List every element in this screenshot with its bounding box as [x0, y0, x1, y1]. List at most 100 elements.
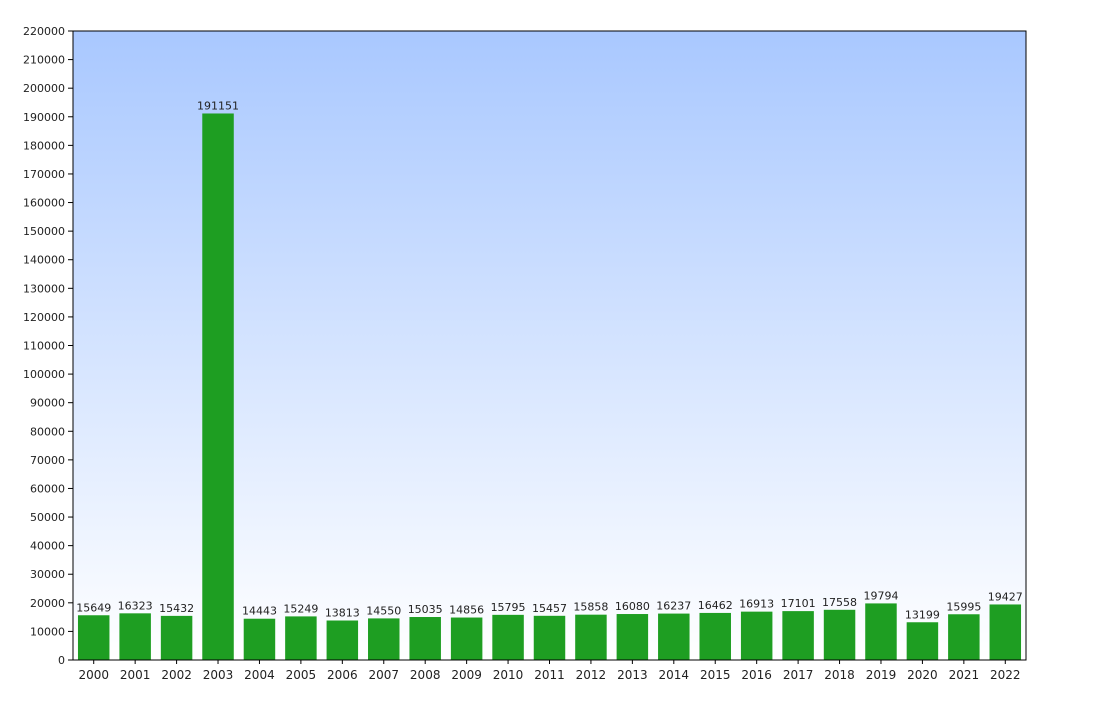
data-label-2005: 15249: [283, 602, 318, 615]
bar-2004: [243, 618, 276, 660]
bar-2017: [782, 611, 814, 660]
x-tick-label: 2017: [783, 668, 814, 682]
y-tick-label: 200000: [23, 82, 65, 95]
bar-2011: [533, 615, 566, 660]
data-label-2003: 191151: [197, 99, 239, 112]
data-label-2009: 14856: [449, 604, 484, 617]
x-tick-label: 2004: [244, 668, 275, 682]
axes-lines: [72, 30, 1027, 661]
x-tick-label: 2006: [327, 668, 358, 682]
data-label-2019: 19794: [863, 589, 898, 602]
y-tick-label: 90000: [30, 397, 65, 410]
data-label-2000: 15649: [76, 601, 111, 614]
bar-2005: [285, 616, 317, 660]
y-tick-label: 130000: [23, 282, 65, 295]
x-tick-label: 2005: [286, 668, 317, 682]
y-tick-label: 70000: [30, 454, 65, 467]
y-tick-label: 170000: [23, 168, 65, 181]
y-tick-label: 210000: [23, 54, 65, 67]
data-label-2011: 15457: [532, 602, 567, 615]
x-tick-label: 2019: [866, 668, 897, 682]
y-tick-label: 120000: [23, 311, 65, 324]
data-label-2020: 13199: [905, 608, 940, 621]
bar-2006: [326, 620, 359, 660]
y-tick-label: 20000: [30, 597, 65, 610]
data-label-2022: 19427: [988, 590, 1023, 603]
plot-frame: [72, 30, 1027, 661]
bar-series: [77, 113, 1022, 661]
data-label-2013: 16080: [615, 600, 650, 613]
data-label-2006: 13813: [325, 607, 360, 620]
data-label-2017: 17101: [781, 597, 816, 610]
data-label-2010: 15795: [491, 601, 526, 614]
x-tick-label: 2011: [534, 668, 565, 682]
bar-2015: [699, 612, 731, 660]
bar-2022: [989, 604, 1022, 660]
data-label-2016: 16913: [739, 598, 774, 611]
bar-2012: [575, 614, 607, 660]
x-tick-label: 2007: [368, 668, 399, 682]
x-tick-label: 2002: [161, 668, 192, 682]
data-label-2012: 15858: [573, 601, 608, 614]
data-label-2021: 15995: [946, 600, 981, 613]
x-tick-label: 2009: [451, 668, 482, 682]
y-tick-label: 150000: [23, 225, 65, 238]
data-label-2008: 15035: [408, 603, 443, 616]
y-tick-label: 80000: [30, 425, 65, 438]
x-tick-label: 2003: [203, 668, 234, 682]
data-label-2015: 16462: [698, 599, 733, 612]
x-tick-label: 2008: [410, 668, 441, 682]
bar-2018: [823, 609, 856, 660]
bar-2010: [492, 614, 524, 660]
x-tick-label: 2012: [576, 668, 607, 682]
x-tick-label: 2021: [949, 668, 980, 682]
y-tick-label: 100000: [23, 368, 65, 381]
x-tick-label: 2001: [120, 668, 151, 682]
y-tick-label: 140000: [23, 254, 65, 267]
bar-2007: [368, 618, 400, 660]
bar-2021: [948, 614, 980, 660]
x-tick-label: 2014: [659, 668, 690, 682]
data-label-2014: 16237: [656, 600, 691, 613]
bar-2016: [740, 611, 773, 660]
y-tick-label: 160000: [23, 197, 65, 210]
data-label-2007: 14550: [366, 604, 401, 617]
y-tick-label: 50000: [30, 511, 65, 524]
y-tick-label: 0: [58, 654, 65, 667]
x-tick-label: 2020: [907, 668, 938, 682]
x-tick-label: 2000: [78, 668, 109, 682]
bar-2019: [865, 603, 897, 660]
y-tick-label: 60000: [30, 482, 65, 495]
bar-2001: [119, 613, 151, 660]
y-tick-label: 220000: [23, 25, 65, 38]
data-label-2018: 17558: [822, 596, 857, 609]
y-tick-label: 30000: [30, 568, 65, 581]
bar-2009: [450, 617, 483, 660]
bar-2002: [160, 615, 193, 660]
bar-2020: [906, 622, 939, 660]
data-label-2001: 16323: [118, 599, 153, 612]
x-tick-label: 2016: [741, 668, 772, 682]
x-tick-label: 2013: [617, 668, 648, 682]
x-axis: 2000 2001 2002 2003 2004 2005 2006 2007 2008 2009…: [78, 660, 1021, 682]
data-label-2002: 15432: [159, 602, 194, 615]
x-tick-label: 2015: [700, 668, 731, 682]
x-tick-label: 2022: [990, 668, 1021, 682]
bar-2000: [77, 615, 110, 660]
data-labels: 15649 16323 15432 191151 14443 15249 13813 1455…: [76, 99, 1023, 621]
bar-2003: [202, 113, 234, 661]
x-tick-label: 2018: [824, 668, 855, 682]
y-tick-label: 110000: [23, 340, 65, 353]
y-axis: 0 10000 20000 30000 40000 50000 60000 70000 8000…: [23, 25, 73, 667]
y-tick-label: 10000: [30, 625, 65, 638]
bar-2014: [658, 613, 690, 660]
y-tick-label: 180000: [23, 139, 65, 152]
x-tick-label: 2010: [493, 668, 524, 682]
data-label-2004: 14443: [242, 605, 277, 618]
y-tick-label: 190000: [23, 111, 65, 124]
bar-2008: [409, 617, 441, 660]
y-tick-label: 40000: [30, 540, 65, 553]
bar-2013: [616, 614, 649, 660]
